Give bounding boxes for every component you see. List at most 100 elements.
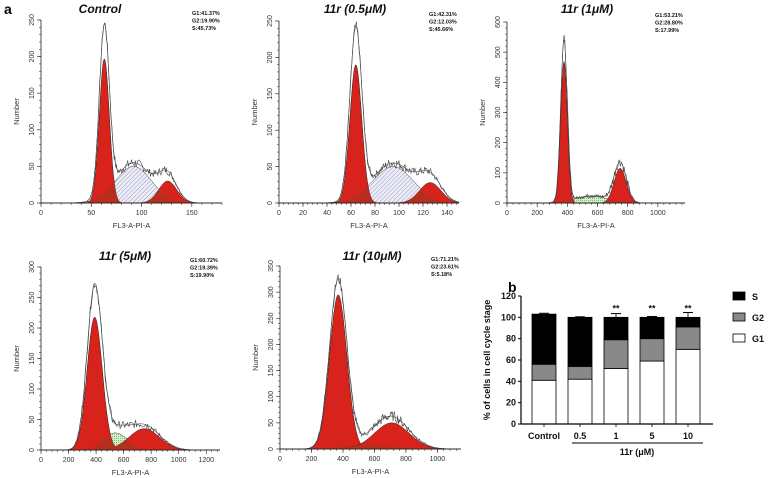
stacked-bar-chart: Control 0.5 1 ** 5 ** 10 ** 0 20 40 60 80 100 120 11r (… xyxy=(482,291,764,457)
model-envelope-line xyxy=(41,283,220,451)
histogram-panel-2: 0 200 400 600 800 1000 0 100 200 300 400 500 600 Numb… xyxy=(478,2,685,230)
s-phase-fit xyxy=(41,166,222,204)
phase-stat: G1:41.37% xyxy=(192,11,220,17)
x-tick-label: 1000 xyxy=(650,210,666,217)
panel-title: Control xyxy=(79,2,122,16)
s-phase-fit xyxy=(507,196,685,204)
bar-s xyxy=(603,316,629,341)
y-tick-label: 150 xyxy=(268,365,275,377)
panel-label-b: b xyxy=(508,279,517,295)
x-tick-label: 100 xyxy=(393,210,405,217)
y-tick-label: 150 xyxy=(29,87,36,99)
overlap-fit xyxy=(279,186,459,203)
x-tick-label: 1200 xyxy=(198,457,214,464)
phase-stat: S:45.73% xyxy=(192,26,216,32)
x-tick-label: 200 xyxy=(306,456,318,463)
legend-swatch-g2 xyxy=(732,312,746,322)
x-axis-label: FL3-A-PI-A xyxy=(112,468,150,477)
phase-stat: G2:12.03% xyxy=(429,20,457,26)
y-axis-label: Number xyxy=(12,98,21,125)
y-axis-label: Number xyxy=(12,345,21,372)
y-tick-label: 250 xyxy=(268,312,275,324)
x-tick-label: 1000 xyxy=(430,456,446,463)
bar-g2 xyxy=(603,339,629,369)
category-label: Control xyxy=(528,431,560,441)
x-tick-label: 0 xyxy=(277,210,281,217)
y-tick-label: 40 xyxy=(506,376,516,386)
phase-stat: S:19.90% xyxy=(190,273,214,279)
x-tick-label: 80 xyxy=(371,210,379,217)
x-tick-label: 1000 xyxy=(171,457,187,464)
y-axis-label: Number xyxy=(478,99,487,126)
y-tick-label: 250 xyxy=(267,15,274,27)
x-tick-label: 0 xyxy=(505,210,509,217)
y-tick-label: 80 xyxy=(506,334,516,344)
x-tick-label: 600 xyxy=(369,456,381,463)
y-axis-label: Number xyxy=(250,98,259,125)
panel-title: 11r (5μM) xyxy=(99,249,151,263)
y-tick-label: 200 xyxy=(495,137,502,149)
phase-stat: S:45.66% xyxy=(429,27,453,33)
phase-stat: S:17.99% xyxy=(655,28,679,34)
y-axis-label: % of cells in cell cycle stage xyxy=(482,300,492,421)
histogram-panel-3: 0 200 400 600 800 1000 1200 0 50 100 150 200 250 300 N… xyxy=(12,249,220,477)
x-tick-label: 200 xyxy=(63,457,75,464)
y-tick-label: 300 xyxy=(29,261,36,273)
y-tick-label: 60 xyxy=(506,355,516,365)
significance-marker: ** xyxy=(684,303,692,313)
y-tick-label: 500 xyxy=(495,46,502,58)
g1-peak-fit xyxy=(41,316,220,451)
phase-stat: G1:71.21% xyxy=(431,257,459,263)
x-tick-label: 120 xyxy=(417,210,429,217)
significance-marker: ** xyxy=(648,303,656,313)
bar-g1 xyxy=(531,379,557,425)
x-axis-label: FL3-A-PI-A xyxy=(350,221,388,230)
phase-stat: G1:42.31% xyxy=(429,12,457,18)
category-label: 0.5 xyxy=(574,431,587,441)
model-envelope-line xyxy=(507,39,685,204)
y-tick-label: 50 xyxy=(29,416,36,424)
legend-label: G1 xyxy=(752,334,764,344)
x-tick-label: 0 xyxy=(39,210,43,217)
x-tick-label: 50 xyxy=(87,210,95,217)
y-tick-label: 0 xyxy=(29,448,36,452)
category-label: 5 xyxy=(649,431,654,441)
y-tick-label: 300 xyxy=(268,286,275,298)
x-axis-label: FL3-A-PI-A xyxy=(577,221,615,230)
bar-g1 xyxy=(675,348,701,425)
raw-data-line xyxy=(507,35,685,204)
bar-s xyxy=(531,313,557,365)
panel-title: 11r (10μM) xyxy=(342,249,401,263)
x-tick-label: 150 xyxy=(186,210,198,217)
bar-g1 xyxy=(567,378,593,425)
x-tick-label: 200 xyxy=(531,210,543,217)
y-tick-label: 120 xyxy=(501,291,516,301)
raw-data-line xyxy=(280,274,461,450)
x-tick-label: 100 xyxy=(136,210,148,217)
bar-g2 xyxy=(567,365,593,380)
x-tick-label: 0 xyxy=(278,456,282,463)
x-tick-label: 40 xyxy=(323,210,331,217)
panel-title: 11r (0.5μM) xyxy=(324,2,386,16)
bar-g1 xyxy=(639,360,665,425)
y-tick-label: 150 xyxy=(29,353,36,365)
x-tick-label: 800 xyxy=(145,457,157,464)
y-tick-label: 200 xyxy=(268,338,275,350)
bar-g2 xyxy=(639,338,665,362)
histogram-panel-0: 0 50 100 150 0 50 100 150 200 250 Number FL3-A-PI-A… xyxy=(12,2,223,230)
bar-g2 xyxy=(675,326,701,350)
x-tick-label: 800 xyxy=(400,456,412,463)
raw-data-line xyxy=(279,21,460,204)
y-tick-label: 200 xyxy=(267,51,274,63)
y-tick-label: 350 xyxy=(268,260,275,272)
histogram-panel-4: 0 200 400 600 800 1000 0 50 100 150 200 250 300 350 Nu… xyxy=(251,249,461,476)
y-tick-label: 100 xyxy=(501,312,516,322)
x-tick-label: 400 xyxy=(90,457,102,464)
bar-s xyxy=(567,316,593,367)
y-tick-label: 50 xyxy=(267,163,274,171)
phase-stat: G1:53.21% xyxy=(655,13,683,19)
x-axis-label: 11r (μM) xyxy=(620,447,655,457)
panel-label-a: a xyxy=(4,1,12,17)
y-tick-label: 50 xyxy=(268,419,275,427)
